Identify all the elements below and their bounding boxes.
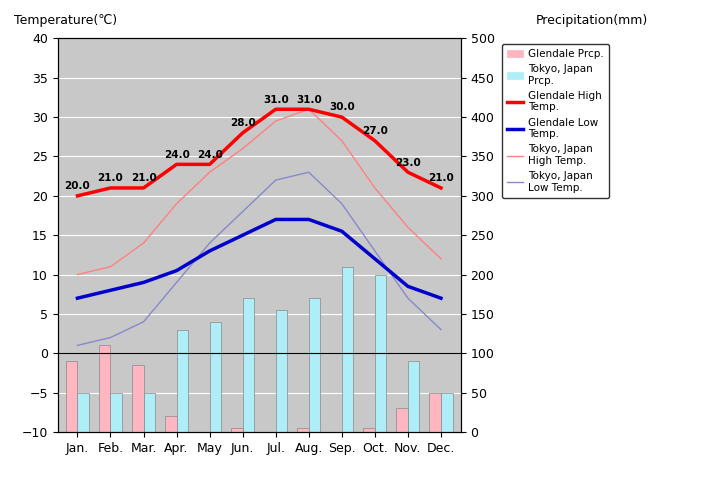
Bar [375,275,387,432]
Bar [429,393,441,432]
Bar [342,267,354,432]
Text: Precipitation(mm): Precipitation(mm) [536,14,648,27]
Text: 28.0: 28.0 [230,118,256,128]
Bar [143,393,155,432]
Bar [243,298,254,432]
Bar [396,408,408,432]
Text: Temperature(℃): Temperature(℃) [14,14,117,27]
Bar [165,416,176,432]
Bar [110,393,122,432]
Text: 31.0: 31.0 [296,95,322,105]
Legend: Glendale Prcp., Tokyo, Japan
Prcp., Glendale High
Temp., Glendale Low
Temp., Tok: Glendale Prcp., Tokyo, Japan Prcp., Glen… [502,44,609,198]
Bar [364,428,375,432]
Bar [66,361,78,432]
Bar [132,365,143,432]
Text: 21.0: 21.0 [98,173,123,183]
Bar [210,322,221,432]
Text: 30.0: 30.0 [329,102,355,112]
Bar [99,346,110,432]
Bar [408,361,420,432]
Text: 24.0: 24.0 [163,150,189,160]
Bar [276,310,287,432]
Bar [441,393,453,432]
Text: 21.0: 21.0 [130,173,156,183]
Text: 20.0: 20.0 [65,181,90,191]
Bar [309,298,320,432]
Text: 21.0: 21.0 [428,173,454,183]
Text: 23.0: 23.0 [395,157,420,168]
Bar [231,428,243,432]
Text: 31.0: 31.0 [263,95,289,105]
Bar [176,330,188,432]
Bar [78,393,89,432]
Text: 27.0: 27.0 [362,126,388,136]
Text: 24.0: 24.0 [197,150,222,160]
Bar [297,428,309,432]
